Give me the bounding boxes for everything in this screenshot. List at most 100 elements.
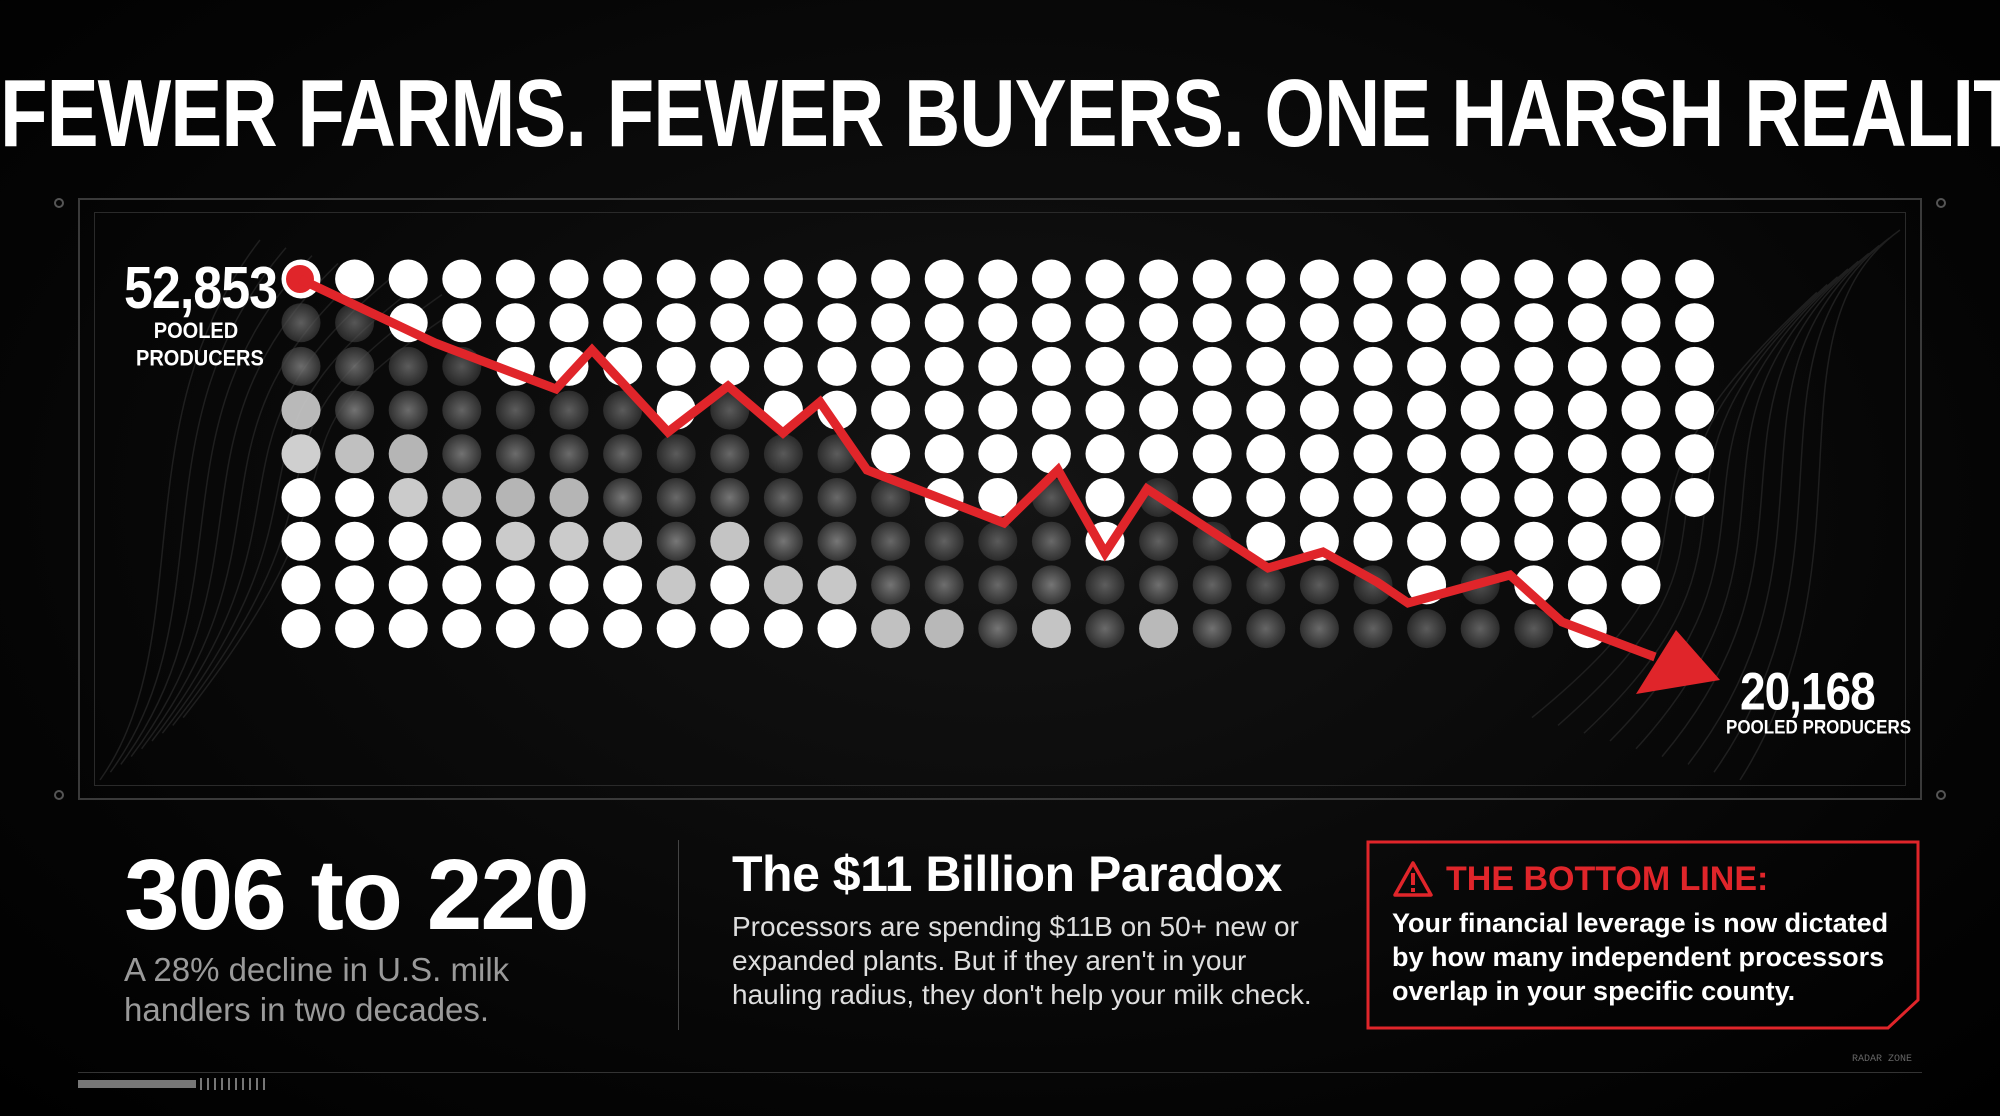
producer-dot xyxy=(495,609,535,649)
contour-line xyxy=(120,255,313,765)
producer-dot xyxy=(1353,478,1393,517)
producer-dot xyxy=(1460,434,1500,474)
producer-dot xyxy=(1246,565,1286,605)
producer-dot xyxy=(871,521,911,561)
producer-dot xyxy=(495,303,535,343)
paradox-body: Processors are spending $11B on 50+ new … xyxy=(732,911,1312,1010)
producer-dot xyxy=(1621,434,1661,474)
producer-dot xyxy=(763,259,803,299)
producer-dot xyxy=(1353,609,1393,649)
producer-dot xyxy=(978,521,1018,561)
producer-dot xyxy=(1407,434,1447,474)
producer-dot xyxy=(442,565,482,605)
producer-dot xyxy=(710,609,750,649)
producer-dot xyxy=(1246,521,1286,561)
producer-dot xyxy=(1031,565,1071,605)
contour-line xyxy=(1739,229,1901,781)
producer-dot xyxy=(1621,478,1661,517)
contour-line xyxy=(1687,245,1880,765)
producer-dot xyxy=(1407,609,1447,649)
producer-dot xyxy=(1675,390,1715,430)
producer-dot xyxy=(817,346,857,386)
producer-dot xyxy=(335,609,375,649)
producer-dot xyxy=(763,521,803,561)
producer-dot xyxy=(1514,565,1554,605)
trend-arrowhead xyxy=(1636,630,1720,694)
producer-dot xyxy=(924,259,964,299)
producer-dot xyxy=(603,434,643,474)
end-label: POOLED PRODUCERS xyxy=(1726,716,1912,738)
producer-dot xyxy=(549,609,589,649)
producer-dot xyxy=(978,565,1018,605)
producer-dot xyxy=(978,259,1018,299)
producer-dot xyxy=(1246,609,1286,649)
producer-dot xyxy=(1192,434,1232,474)
producer-dot xyxy=(656,259,696,299)
producer-dot xyxy=(1299,478,1339,517)
producer-dot xyxy=(924,434,964,474)
producer-dot xyxy=(1031,521,1071,561)
producer-dot xyxy=(871,346,911,386)
producer-dot xyxy=(1085,434,1125,474)
producer-dot xyxy=(281,434,321,474)
producer-dot xyxy=(871,390,911,430)
producer-dot xyxy=(1192,259,1232,299)
producer-dot xyxy=(1460,303,1500,343)
frame-corner-marker xyxy=(1936,790,1946,800)
producer-dot xyxy=(1139,390,1179,430)
contour-line xyxy=(151,278,391,742)
producer-dot xyxy=(549,478,589,517)
frame-corner-marker xyxy=(1936,198,1946,208)
producer-dot xyxy=(978,609,1018,649)
producer-dot xyxy=(1246,434,1286,474)
producer-dot xyxy=(1407,346,1447,386)
producer-dot xyxy=(1621,565,1661,605)
producer-dot xyxy=(1246,303,1286,343)
producer-dot xyxy=(817,259,857,299)
bottom-line-title: THE BOTTOM LINE: xyxy=(1446,860,1769,898)
producer-dot xyxy=(1246,390,1286,430)
producer-dot xyxy=(549,259,589,299)
producer-dot xyxy=(924,565,964,605)
producer-dot xyxy=(710,478,750,517)
producer-dot xyxy=(1514,478,1554,517)
section-divider xyxy=(678,840,679,1030)
footer-progress-bar xyxy=(78,1080,196,1088)
producer-dot xyxy=(1514,303,1554,343)
producer-dot xyxy=(1031,390,1071,430)
producer-dot xyxy=(656,609,696,649)
producer-dot xyxy=(1085,259,1125,299)
producer-dot xyxy=(1085,346,1125,386)
producer-dot xyxy=(388,478,428,517)
producer-dot xyxy=(1460,346,1500,386)
producer-dot xyxy=(1299,390,1339,430)
producer-dot xyxy=(1353,259,1393,299)
producer-dot xyxy=(1192,390,1232,430)
producer-dot xyxy=(442,259,482,299)
producer-dot xyxy=(603,565,643,605)
footer-rule xyxy=(78,1072,1922,1073)
producer-dot xyxy=(924,609,964,649)
producer-dot xyxy=(1514,346,1554,386)
producer-dot xyxy=(281,303,321,343)
producer-dot xyxy=(603,521,643,561)
producer-dot xyxy=(1514,259,1554,299)
producer-dot xyxy=(1514,434,1554,474)
producer-dot xyxy=(763,609,803,649)
producer-dot xyxy=(1621,259,1661,299)
chart-frame-inner xyxy=(94,212,1906,786)
producer-dot xyxy=(495,565,535,605)
producer-dot xyxy=(978,434,1018,474)
producer-dot xyxy=(871,609,911,649)
producer-dots xyxy=(281,259,1715,649)
producer-dot xyxy=(1246,478,1286,517)
producer-dot xyxy=(335,434,375,474)
producer-dot xyxy=(1139,346,1179,386)
producer-dot xyxy=(335,259,375,299)
producer-dot xyxy=(1139,609,1179,649)
producer-dot xyxy=(817,303,857,343)
contour-line xyxy=(1661,252,1870,758)
producer-dot xyxy=(1675,259,1715,299)
producer-dot xyxy=(1299,346,1339,386)
producer-dot xyxy=(335,521,375,561)
